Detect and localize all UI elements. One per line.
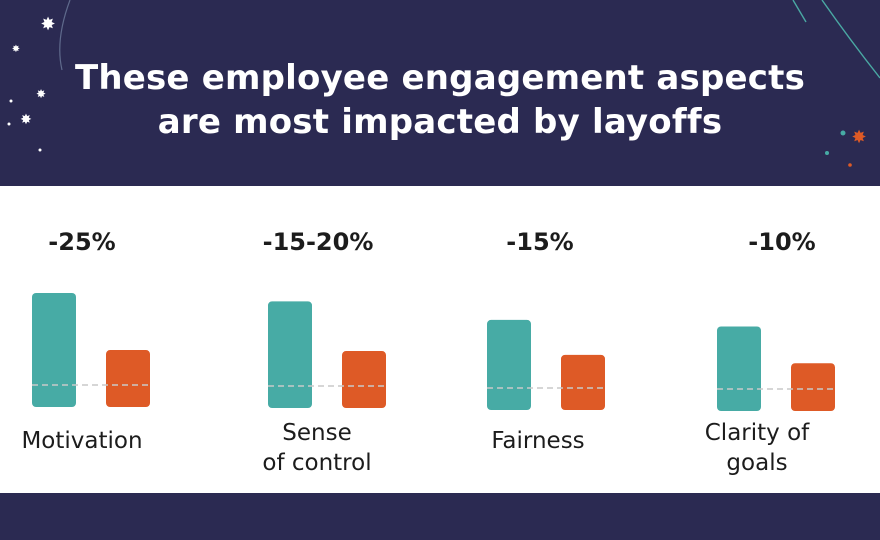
orange-bar [106, 350, 150, 407]
header-banner: ✸ ✸ ✸ ✸ ✸ These employee engagement aspe… [0, 0, 880, 186]
title-line: are most impacted by layoffs [157, 102, 723, 142]
dot-icon [825, 151, 829, 155]
dot-icon [7, 122, 11, 126]
sparkle-icon: ✸ [36, 87, 46, 101]
orange-bar [791, 363, 835, 411]
change-label: -15-20% [263, 228, 374, 256]
page-title: These employee engagement aspects are mo… [0, 56, 880, 144]
category-label-line: Motivation [21, 428, 142, 454]
dot-icon [38, 148, 42, 152]
teal-bar [32, 293, 76, 407]
sparkle-icon: ✸ [40, 14, 55, 35]
footer-band [0, 493, 880, 540]
change-label: -10% [748, 228, 815, 256]
orange-bar [561, 354, 605, 410]
sparkle-icon: ✸ [851, 127, 866, 148]
category-label: Fairness [491, 428, 584, 454]
orange-bar [342, 351, 386, 408]
category-label: Sense of control [262, 420, 371, 476]
category-label: Clarity of goals [705, 420, 810, 476]
category-label-line: Clarity of [705, 420, 810, 446]
category-label-line: of control [262, 450, 371, 476]
change-label: -25% [48, 228, 115, 256]
teal-bar [487, 319, 531, 410]
change-label: -15% [506, 228, 573, 256]
category-label-line: Fairness [491, 428, 584, 454]
teal-bar [717, 326, 761, 411]
dot-icon [840, 130, 846, 136]
category-label-line: Sense [282, 420, 351, 446]
title-line: These employee engagement aspects [74, 58, 806, 98]
bar-chart: -25% Motivation -15-20% Sense of control -15%… [21, 228, 835, 476]
category-label: Motivation [21, 428, 142, 454]
swirl-line-icon [792, 0, 807, 23]
sparkle-icon: ✸ [12, 44, 20, 55]
swirl-line-icon [821, 0, 880, 79]
sparkle-icon: ✸ [20, 112, 32, 128]
category-label-line: goals [726, 450, 787, 476]
decorative-sparkles: ✸ ✸ ✸ ✸ ✸ [7, 0, 880, 167]
swirl-line-icon [59, 0, 71, 71]
teal-bar [268, 301, 312, 408]
chart-panel: -25% Motivation -15-20% Sense of control -15%… [0, 186, 880, 493]
dot-icon [848, 163, 852, 167]
dot-icon [9, 99, 13, 103]
